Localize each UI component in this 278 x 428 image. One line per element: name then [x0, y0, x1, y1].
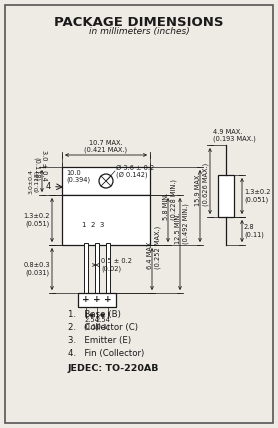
Text: 6.4 MAX.
(0.252 MAX.): 6.4 MAX. (0.252 MAX.) [147, 226, 161, 269]
Text: 0.8±0.3
(0.031): 0.8±0.3 (0.031) [23, 262, 50, 276]
Text: JEDEC: TO-220AB: JEDEC: TO-220AB [68, 364, 159, 373]
Text: +: + [93, 295, 101, 304]
Text: 2.   Collector (C): 2. Collector (C) [68, 323, 138, 332]
Bar [62, 195, 150, 245]
Text: 1.3±0.2
(0.051): 1.3±0.2 (0.051) [24, 214, 50, 226]
Text: 3.0±0.4
(0.118): 3.0±0.4 (0.118) [29, 169, 39, 193]
Text: 4.9 MAX.
(0.193 MAX.): 4.9 MAX. (0.193 MAX.) [213, 129, 256, 142]
Bar [78, 293, 116, 307]
Text: 1  2  3: 1 2 3 [82, 222, 104, 228]
Text: 2.54
(0.1): 2.54 (0.1) [95, 317, 110, 330]
Bar [95, 243, 99, 293]
Text: in millimeters (inches): in millimeters (inches) [89, 27, 189, 36]
Text: 0.5 ± 0.2
(0.02): 0.5 ± 0.2 (0.02) [101, 259, 132, 272]
Text: 12.5 MIN.
(0.492 MIN.): 12.5 MIN. (0.492 MIN.) [175, 203, 189, 244]
Text: 2.54
(0.1): 2.54 (0.1) [84, 317, 99, 330]
Text: 15.9 MAX.
(0.626 MAX.): 15.9 MAX. (0.626 MAX.) [195, 163, 208, 206]
Text: 1.   Base (B): 1. Base (B) [68, 310, 121, 319]
Bar [62, 167, 150, 195]
Text: 10.0
(0.394): 10.0 (0.394) [66, 170, 90, 183]
Bar [106, 243, 110, 293]
Text: Ø 3.6 ± 0.2
(Ø 0.142): Ø 3.6 ± 0.2 (Ø 0.142) [116, 165, 154, 178]
Bar [218, 175, 234, 217]
Text: +: + [104, 295, 112, 304]
Text: 4.   Fin (Collector): 4. Fin (Collector) [68, 349, 144, 358]
Text: 2.8
(0.11): 2.8 (0.11) [244, 224, 264, 238]
Text: 3.0 ± 0.4
(0.118): 3.0 ± 0.4 (0.118) [33, 150, 47, 181]
Bar [84, 243, 88, 293]
Text: 10.7 MAX.
(0.421 MAX.): 10.7 MAX. (0.421 MAX.) [85, 140, 128, 153]
Text: PACKAGE DIMENSIONS: PACKAGE DIMENSIONS [54, 16, 224, 29]
Text: +: + [82, 295, 90, 304]
Text: 3.   Emitter (E): 3. Emitter (E) [68, 336, 131, 345]
Text: 1.3±0.2
(0.051): 1.3±0.2 (0.051) [244, 189, 270, 202]
Text: 4: 4 [45, 182, 51, 191]
Text: 5.8 MIN.
(0.228 MIN.): 5.8 MIN. (0.228 MIN.) [163, 179, 177, 220]
